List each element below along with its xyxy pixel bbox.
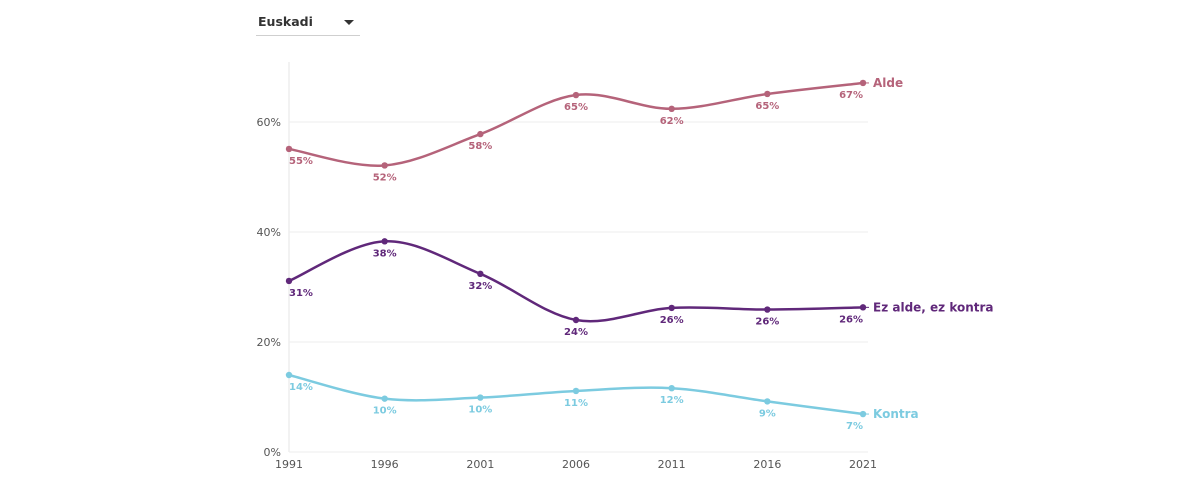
x-tick-label: 2016: [753, 458, 781, 471]
x-tick-label: 2006: [562, 458, 590, 471]
data-label: 26%: [755, 317, 779, 328]
data-label: 14%: [289, 382, 313, 393]
data-point: [764, 306, 771, 313]
data-point: [668, 304, 675, 312]
y-tick-label: 60%: [257, 116, 281, 129]
y-tick-label: 20%: [257, 336, 281, 349]
data-label: 12%: [660, 395, 684, 406]
series-label: Alde: [873, 76, 903, 90]
data-point: [572, 91, 580, 99]
data-point: [477, 394, 484, 401]
x-tick-label: 1991: [275, 458, 303, 471]
data-label: 24%: [564, 327, 588, 338]
data-label: 10%: [468, 405, 492, 416]
data-point: [381, 238, 388, 245]
data-label: 38%: [373, 248, 397, 259]
y-tick-label: 40%: [257, 226, 281, 239]
series-label: Kontra: [873, 407, 919, 421]
data-label: 65%: [564, 102, 588, 113]
x-tick-label: 2001: [466, 458, 494, 471]
data-label: 26%: [839, 314, 863, 325]
y-tick-label: 0%: [264, 446, 281, 459]
data-label: 65%: [755, 101, 779, 112]
region-select-value: Euskadi: [258, 14, 313, 29]
data-point: [764, 90, 771, 98]
data-label: 9%: [759, 408, 776, 419]
data-label: 32%: [468, 281, 492, 292]
data-point: [381, 162, 388, 169]
data-label: 10%: [373, 406, 397, 417]
series-label: Ez alde, ez kontra: [873, 300, 994, 314]
data-point: [668, 385, 675, 392]
chevron-down-icon: [344, 20, 354, 25]
data-point: [477, 130, 484, 138]
data-label: 26%: [660, 315, 684, 326]
data-point: [668, 105, 675, 113]
x-tick-label: 2011: [658, 458, 686, 471]
data-point: [764, 398, 771, 405]
data-label: 67%: [839, 90, 863, 101]
data-point: [572, 387, 580, 395]
data-label: 31%: [289, 288, 313, 299]
data-label: 58%: [468, 141, 492, 152]
region-select[interactable]: Euskadi: [256, 8, 360, 36]
data-label: 11%: [564, 398, 588, 409]
data-point: [477, 270, 484, 277]
x-tick-label: 1996: [371, 458, 399, 471]
x-tick-label: 2021: [849, 458, 877, 471]
data-label: 55%: [289, 156, 313, 167]
data-label: 52%: [373, 172, 397, 183]
data-point: [381, 395, 388, 402]
data-label: 7%: [846, 421, 863, 432]
data-point: [285, 145, 293, 153]
data-label: 62%: [660, 116, 684, 127]
data-point: [285, 371, 293, 379]
data-point: [285, 277, 293, 285]
data-point: [572, 316, 580, 324]
